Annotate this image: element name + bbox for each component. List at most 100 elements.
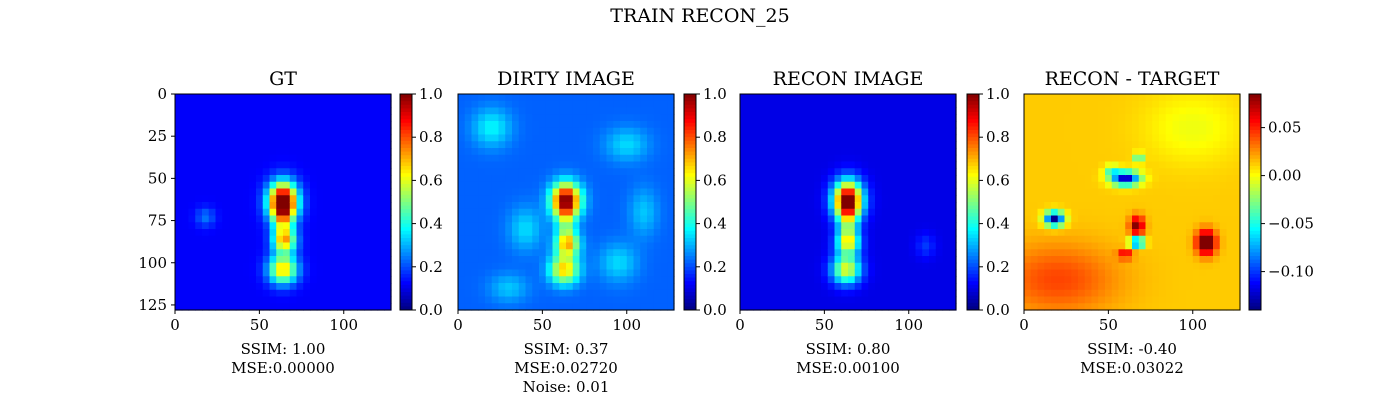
heatmap-cell <box>1186 242 1194 250</box>
heatmap-cell <box>1145 202 1153 210</box>
heatmap-cell <box>1118 121 1126 129</box>
heatmap-cell <box>491 269 500 277</box>
heatmap-cell <box>1051 249 1059 257</box>
heatmap-cell <box>773 134 782 142</box>
heatmap-cell <box>491 121 500 129</box>
heatmap-cell <box>760 154 768 163</box>
heatmap-cell <box>915 121 923 129</box>
heatmap-cell <box>929 249 937 257</box>
heatmap-cell <box>249 188 257 196</box>
colorbar-segment <box>400 292 412 297</box>
heatmap-cell <box>303 114 311 122</box>
heatmap-cell <box>593 114 601 122</box>
heatmap-cell <box>1206 229 1214 237</box>
colorbar-segment <box>1249 108 1261 113</box>
x-tick-label: 50 <box>533 316 552 334</box>
heatmap-cell <box>647 222 655 230</box>
heatmap-cell <box>181 100 190 109</box>
heatmap-cell <box>1179 262 1187 271</box>
heatmap-cell <box>740 134 748 142</box>
heatmap-cell <box>1132 229 1140 237</box>
heatmap-cell <box>357 107 365 115</box>
heatmap-cell <box>471 202 479 210</box>
heatmap-cell <box>935 100 944 109</box>
heatmap-cell <box>1071 208 1079 217</box>
heatmap-cell <box>1037 256 1045 264</box>
heatmap-cell <box>559 121 567 129</box>
heatmap-cell <box>787 256 795 264</box>
colorbar-segment <box>684 263 696 268</box>
colorbar-segment <box>1249 238 1261 243</box>
heatmap-cell <box>854 256 863 264</box>
heatmap-cell <box>1233 202 1241 210</box>
heatmap-cell <box>364 188 372 196</box>
heatmap-cell <box>512 141 520 149</box>
colorbar-segment <box>967 119 979 124</box>
heatmap-cell <box>283 303 291 311</box>
heatmap-cell <box>310 269 318 277</box>
heatmap-cell <box>949 168 957 176</box>
heatmap-cell <box>552 175 560 183</box>
heatmap-cell <box>814 107 822 115</box>
heatmap-cell <box>888 256 896 264</box>
heatmap-cell <box>929 94 937 102</box>
heatmap-cell <box>1051 154 1059 163</box>
heatmap-cell <box>841 269 849 277</box>
heatmap-cell <box>1145 107 1153 115</box>
heatmap-cell <box>1172 195 1180 203</box>
heatmap-cell <box>1179 195 1187 203</box>
heatmap-cell <box>1152 134 1160 142</box>
heatmap-cell <box>746 289 755 298</box>
heatmap-cell <box>1105 188 1113 196</box>
heatmap-cell <box>545 202 554 210</box>
heatmap-cell <box>559 202 567 210</box>
heatmap-cell <box>1206 249 1214 257</box>
heatmap-cell <box>464 107 473 115</box>
heatmap-cell <box>868 202 876 210</box>
heatmap-cell <box>330 269 338 277</box>
heatmap-cell <box>545 114 554 122</box>
heatmap-cell <box>370 107 379 115</box>
heatmap-cell <box>760 107 768 115</box>
heatmap-cell <box>242 188 250 196</box>
heatmap-cell <box>256 256 264 264</box>
heatmap-cell <box>895 188 903 196</box>
heatmap-cell <box>276 262 284 271</box>
heatmap-cell <box>579 249 587 257</box>
heatmap-cell <box>787 215 795 223</box>
heatmap-cell <box>215 188 223 196</box>
heatmap-cell <box>1125 235 1133 244</box>
heatmap-cell <box>1071 242 1079 250</box>
heatmap-cell <box>1111 215 1120 223</box>
heatmap-cell <box>827 276 836 284</box>
colorbar-segment <box>400 202 412 207</box>
heatmap-cell <box>1105 215 1113 223</box>
heatmap-cell <box>188 100 196 109</box>
heatmap-cell <box>760 94 768 102</box>
heatmap-cell <box>613 276 621 284</box>
heatmap-cell <box>1233 303 1241 311</box>
heatmap-cell <box>868 121 876 129</box>
heatmap-cell <box>647 114 655 122</box>
heatmap-cell <box>1091 161 1099 169</box>
heatmap-cell <box>929 175 937 183</box>
heatmap-cell <box>1192 94 1201 102</box>
heatmap-cell <box>478 188 486 196</box>
heatmap-cell <box>1152 121 1160 129</box>
heatmap-cell <box>343 107 352 115</box>
heatmap-cell <box>640 289 648 298</box>
heatmap-cell <box>593 121 601 129</box>
heatmap-cell <box>902 235 910 244</box>
heatmap-cell <box>464 215 473 223</box>
heatmap-cell <box>566 148 574 156</box>
y-tick-label: 100 <box>138 254 167 272</box>
heatmap-cell <box>1199 141 1207 149</box>
colorbar-segment <box>1249 202 1261 207</box>
heatmap-cell <box>895 161 903 169</box>
heatmap-cell <box>1145 188 1153 196</box>
heatmap-cell <box>895 296 903 304</box>
heatmap-cell <box>377 114 385 122</box>
heatmap-cell <box>458 94 466 102</box>
heatmap-cell <box>1206 161 1214 169</box>
heatmap-cell <box>908 296 917 304</box>
